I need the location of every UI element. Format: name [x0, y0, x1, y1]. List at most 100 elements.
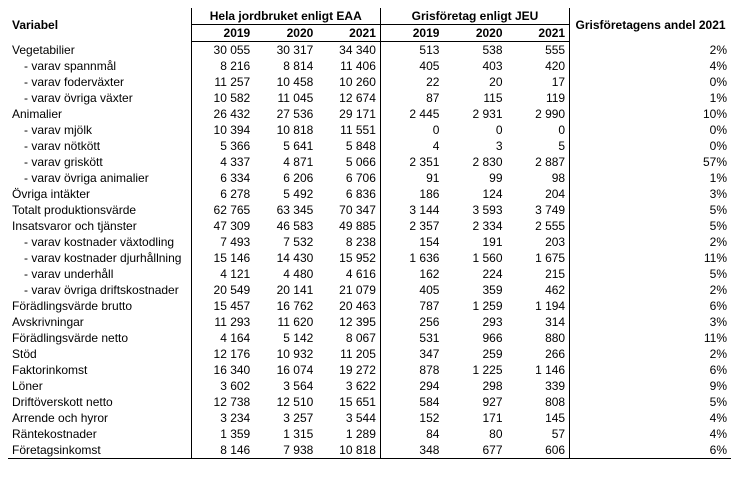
row-label: - varav övriga animalier: [8, 170, 191, 186]
cell-andel: 2%: [570, 42, 731, 59]
cell-eaa: 11 257: [191, 74, 254, 90]
cell-eaa: 12 395: [317, 314, 380, 330]
cell-andel: 4%: [570, 426, 731, 442]
table-row: Totalt produktionsvärde62 76563 34570 34…: [8, 202, 731, 218]
cell-andel: 11%: [570, 330, 731, 346]
cell-jeu: 154: [380, 234, 443, 250]
cell-eaa: 6 706: [317, 170, 380, 186]
cell-jeu: 606: [507, 442, 570, 459]
cell-eaa: 7 938: [254, 442, 317, 459]
cell-jeu: 927: [443, 394, 506, 410]
cell-eaa: 6 334: [191, 170, 254, 186]
cell-andel: 6%: [570, 362, 731, 378]
cell-jeu: 420: [507, 58, 570, 74]
cell-jeu: 2 555: [507, 218, 570, 234]
cell-eaa: 10 582: [191, 90, 254, 106]
cell-eaa: 6 278: [191, 186, 254, 202]
row-label: Förädlingsvärde brutto: [8, 298, 191, 314]
row-label: Driftöverskott netto: [8, 394, 191, 410]
row-label: - varav kostnader djurhållning: [8, 250, 191, 266]
table-row: - varav underhåll4 1214 4804 61616222421…: [8, 266, 731, 282]
cell-andel: 0%: [570, 122, 731, 138]
cell-jeu: 294: [380, 378, 443, 394]
cell-eaa: 10 818: [317, 442, 380, 459]
cell-jeu: 152: [380, 410, 443, 426]
cell-andel: 4%: [570, 58, 731, 74]
cell-jeu: 84: [380, 426, 443, 442]
row-label: Totalt produktionsvärde: [8, 202, 191, 218]
header-andel: Grisföretagens andel 2021: [570, 8, 731, 42]
table-row: Driftöverskott netto12 73812 51015 65158…: [8, 394, 731, 410]
cell-jeu: 405: [380, 282, 443, 298]
row-label: Stöd: [8, 346, 191, 362]
cell-eaa: 11 293: [191, 314, 254, 330]
table-row: - varav övriga växter10 58211 04512 6748…: [8, 90, 731, 106]
cell-jeu: 266: [507, 346, 570, 362]
cell-eaa: 11 620: [254, 314, 317, 330]
table-row: - varav griskött4 3374 8715 0662 3512 83…: [8, 154, 731, 170]
cell-eaa: 1 359: [191, 426, 254, 442]
cell-eaa: 10 458: [254, 74, 317, 90]
cell-jeu: 119: [507, 90, 570, 106]
cell-andel: 4%: [570, 410, 731, 426]
cell-eaa: 12 738: [191, 394, 254, 410]
cell-eaa: 15 651: [317, 394, 380, 410]
cell-eaa: 10 260: [317, 74, 380, 90]
cell-eaa: 8 067: [317, 330, 380, 346]
table-row: Övriga intäkter6 2785 4926 8361861242043…: [8, 186, 731, 202]
table-row: - varav foderväxter11 25710 45810 260222…: [8, 74, 731, 90]
cell-eaa: 12 510: [254, 394, 317, 410]
cell-andel: 3%: [570, 314, 731, 330]
cell-jeu: 880: [507, 330, 570, 346]
cell-jeu: 531: [380, 330, 443, 346]
cell-jeu: 99: [443, 170, 506, 186]
cell-andel: 5%: [570, 202, 731, 218]
cell-jeu: 2 990: [507, 106, 570, 122]
cell-jeu: 22: [380, 74, 443, 90]
table-body: Vegetabilier30 05530 31734 3405135385552…: [8, 42, 731, 459]
cell-jeu: 87: [380, 90, 443, 106]
cell-eaa: 5 366: [191, 138, 254, 154]
cell-andel: 10%: [570, 106, 731, 122]
cell-jeu: 2 445: [380, 106, 443, 122]
table-row: Animalier26 43227 53629 1712 4452 9312 9…: [8, 106, 731, 122]
cell-jeu: 298: [443, 378, 506, 394]
row-label: Avskrivningar: [8, 314, 191, 330]
cell-eaa: 11 406: [317, 58, 380, 74]
row-label: Faktorinkomst: [8, 362, 191, 378]
cell-eaa: 10 932: [254, 346, 317, 362]
row-label: - varav griskött: [8, 154, 191, 170]
cell-andel: 3%: [570, 186, 731, 202]
cell-eaa: 5 492: [254, 186, 317, 202]
table-row: - varav mjölk10 39410 81811 5510000%: [8, 122, 731, 138]
cell-eaa: 4 871: [254, 154, 317, 170]
cell-jeu: 191: [443, 234, 506, 250]
cell-jeu: 3 749: [507, 202, 570, 218]
cell-eaa: 11 205: [317, 346, 380, 362]
cell-jeu: 124: [443, 186, 506, 202]
cell-eaa: 3 234: [191, 410, 254, 426]
table-row: Räntekostnader1 3591 3151 2898480574%: [8, 426, 731, 442]
table-row: - varav övriga animalier6 3346 2066 7069…: [8, 170, 731, 186]
cell-jeu: 57: [507, 426, 570, 442]
cell-eaa: 30 317: [254, 42, 317, 59]
cell-eaa: 4 337: [191, 154, 254, 170]
cell-jeu: 405: [380, 58, 443, 74]
header-jeu-2019: 2019: [380, 25, 443, 42]
cell-eaa: 49 885: [317, 218, 380, 234]
header-variabel: Variabel: [8, 8, 191, 42]
cell-andel: 5%: [570, 394, 731, 410]
table-row: Avskrivningar11 29311 62012 395256293314…: [8, 314, 731, 330]
row-label: Arrende och hyror: [8, 410, 191, 426]
cell-andel: 1%: [570, 90, 731, 106]
cell-eaa: 5 066: [317, 154, 380, 170]
cell-eaa: 11 045: [254, 90, 317, 106]
row-label: - varav kostnader växtodling: [8, 234, 191, 250]
cell-jeu: 462: [507, 282, 570, 298]
cell-eaa: 19 272: [317, 362, 380, 378]
cell-eaa: 20 141: [254, 282, 317, 298]
header-group-eaa: Hela jordbruket enligt EAA: [191, 8, 380, 25]
table-row: Stöd12 17610 93211 2053472592662%: [8, 346, 731, 362]
row-label: - varav underhåll: [8, 266, 191, 282]
cell-jeu: 348: [380, 442, 443, 459]
